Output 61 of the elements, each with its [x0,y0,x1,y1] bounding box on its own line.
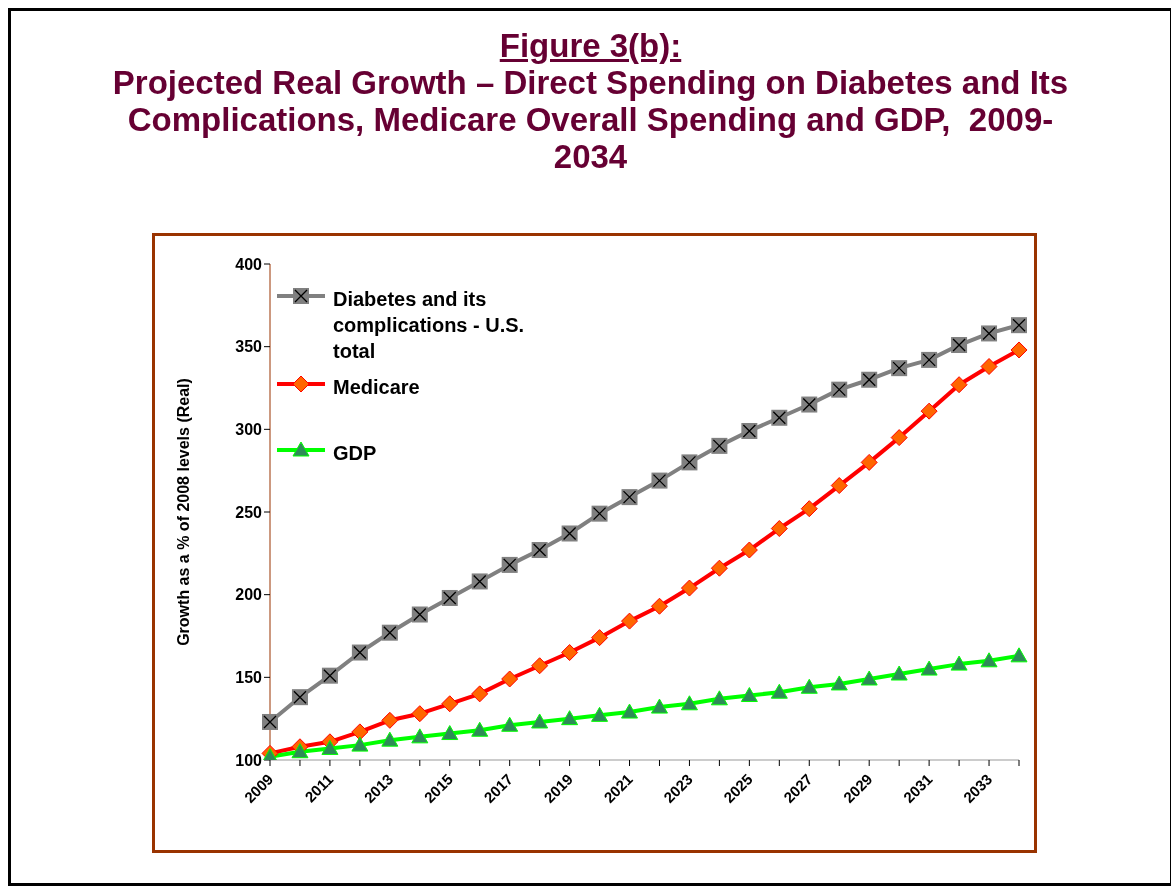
point [621,612,639,630]
y-axis-title: Growth as a % of 2008 levels (Real) [174,378,192,646]
point [351,736,369,752]
point [381,711,399,729]
point [800,678,818,694]
point [890,429,908,447]
point [501,716,519,732]
point [950,655,968,671]
point [591,629,609,647]
point [710,690,728,706]
point [920,402,938,420]
y-tick-label: 200 [235,586,263,604]
point [770,683,788,699]
point [950,376,968,394]
point [561,644,579,662]
point [381,731,399,747]
y-tick-label: 150 [235,669,263,687]
legend-label: Diabetes and its complications - U.S. total [333,287,526,364]
point [501,670,519,688]
point [920,660,938,676]
chart-title: Figure 3(b): [498,27,683,64]
point [291,743,309,759]
point [1010,341,1028,359]
point [321,739,339,755]
point [680,579,698,597]
point [710,559,728,577]
point [441,695,459,713]
point [531,713,549,729]
y-tick-label: 350 [235,338,263,356]
y-tick-label: 300 [235,421,263,439]
point [591,706,609,722]
point [830,477,848,495]
point [441,725,459,741]
point [800,500,818,518]
point [770,520,788,538]
legend-label: Medicare [333,375,421,400]
point [471,685,489,703]
point [561,710,579,726]
point [621,703,639,719]
point [650,698,668,714]
point [860,453,878,471]
point [830,675,848,691]
point [860,670,878,686]
y-tick-label: 250 [235,503,263,521]
point [980,652,998,668]
point [740,687,758,703]
point [680,695,698,711]
point [351,723,369,741]
point [740,541,758,559]
point [650,597,668,615]
y-tick-label: 100 [235,751,263,769]
point [411,705,429,723]
point [531,657,549,675]
point [1010,647,1028,663]
point [890,665,908,681]
point [980,358,998,376]
chart-subtitle: Projected Real Growth – Direct Spending on Diabetes and Its Complications, Medicare Overall Spending and GDP, 2009-2034 [111,64,1070,175]
point [471,721,489,737]
legend-label: GDP [333,441,378,466]
point [411,728,429,744]
y-tick-label: 400 [235,255,263,273]
